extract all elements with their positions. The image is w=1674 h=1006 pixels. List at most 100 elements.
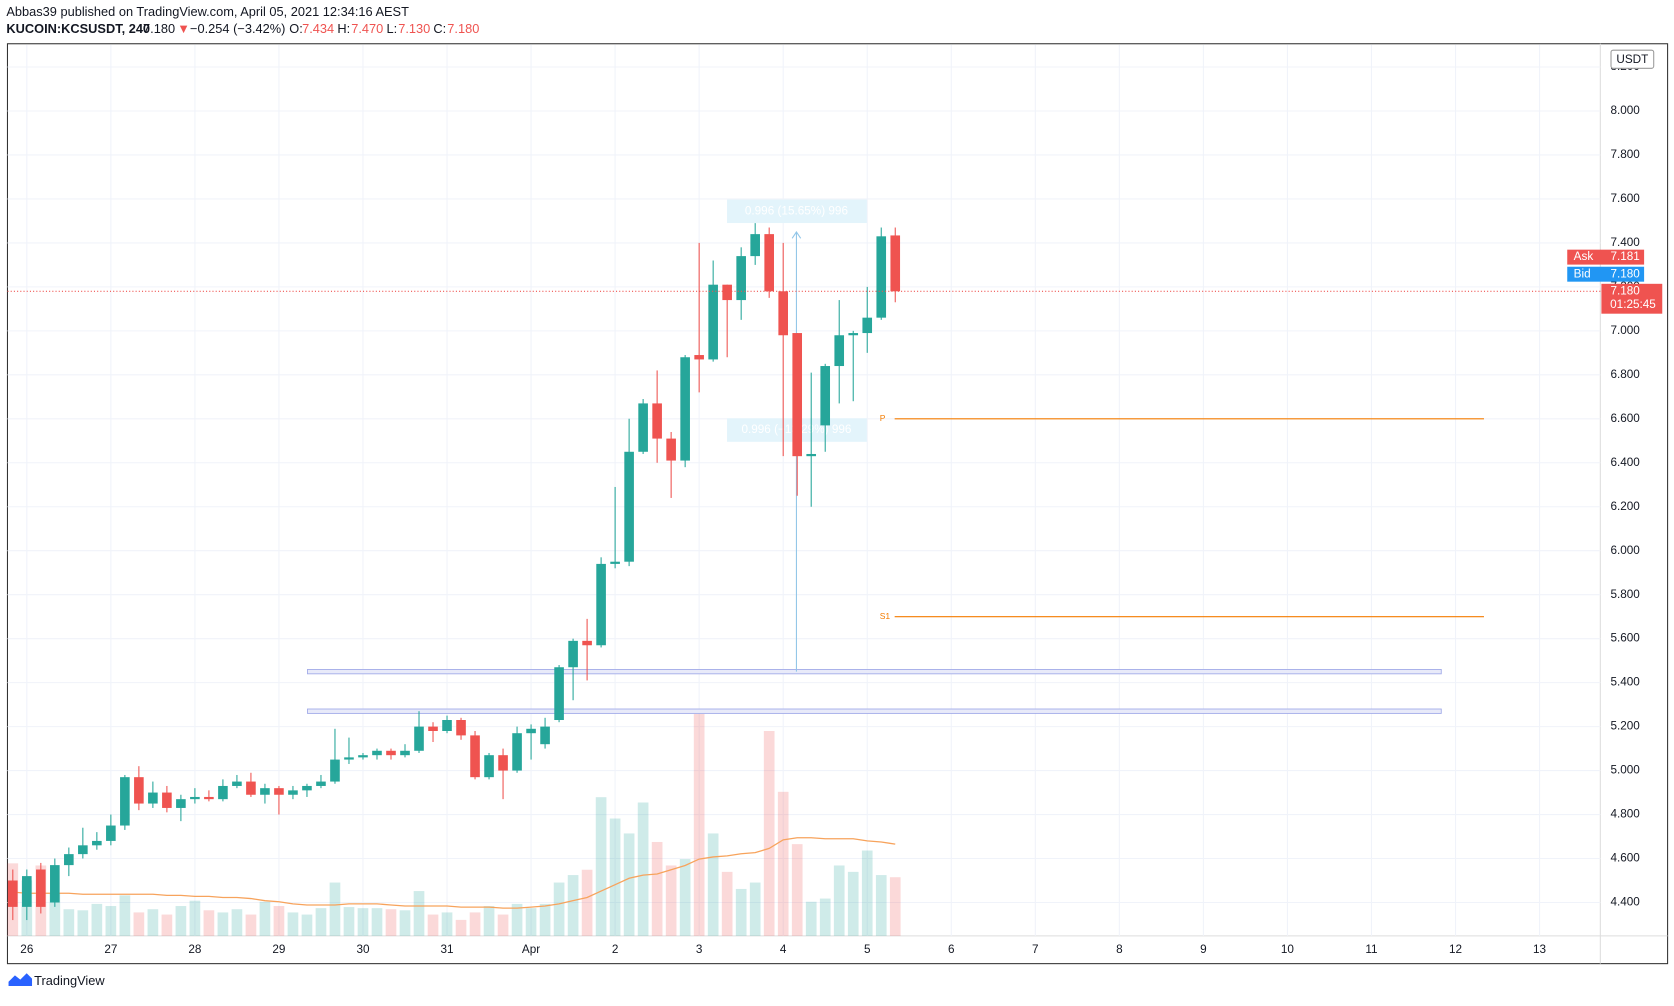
volume-bar: [91, 903, 103, 936]
volume-bar: [315, 908, 327, 936]
l-label: L:: [386, 21, 397, 36]
volume-bar: [833, 865, 845, 936]
pane-frame: [6, 43, 1669, 965]
pivot-label: S1: [880, 611, 891, 621]
volume-bar: [427, 914, 439, 936]
candle-body: [862, 317, 873, 334]
y-tick-label: 6.200: [1610, 500, 1640, 513]
candle-body: [876, 236, 887, 318]
currency-box: [1610, 49, 1655, 69]
candle-body: [624, 451, 634, 562]
candle-body: [400, 750, 410, 756]
x-tick-label: 4: [780, 943, 787, 956]
x-tick-label: 3: [696, 943, 703, 956]
candle-body: [22, 876, 32, 907]
currency: USDT: [1616, 53, 1648, 66]
candle-body: [36, 869, 46, 907]
volume-bar: [245, 914, 257, 936]
candle-body: [792, 333, 803, 457]
candle-body: [204, 796, 214, 800]
volume-bar: [147, 909, 159, 936]
candle-body: [596, 563, 606, 646]
y-tick-label: 4.400: [1610, 896, 1640, 909]
volume-bar: [203, 910, 215, 936]
logo-icon: [8, 973, 33, 987]
measure-box-up: [727, 199, 867, 224]
volume-bar: [217, 912, 229, 936]
x-tick-label: 6: [948, 943, 955, 956]
volume-bar: [581, 869, 593, 936]
volume-bar: [287, 912, 299, 936]
y-tick-label: 6.600: [1610, 412, 1640, 425]
volume-bar: [819, 898, 831, 936]
ask-box: [1567, 249, 1645, 265]
x-tick-label: 10: [1281, 943, 1295, 956]
l-value: 7.130: [398, 21, 430, 36]
candle-body: [694, 355, 704, 360]
volume-bar: [441, 912, 453, 936]
volume-bar: [259, 901, 271, 936]
y-tick-label: 6.800: [1610, 368, 1640, 381]
volume-bar: [133, 912, 145, 936]
y-tick-label: 5.600: [1610, 632, 1640, 645]
volume-bar: [231, 909, 243, 936]
o-label: O:: [289, 21, 303, 36]
volume-bar: [735, 888, 747, 936]
candle-body: [344, 757, 354, 760]
volume-bar: [385, 909, 397, 936]
volume-bar: [637, 802, 649, 936]
ask-label: Ask: [1574, 250, 1594, 263]
candle-body: [848, 333, 859, 336]
change: −0.254 (−3.42%): [190, 21, 285, 36]
volume-bar: [609, 818, 621, 936]
y-tick-label: 4.600: [1610, 852, 1640, 865]
volume-bar: [497, 914, 509, 936]
x-tick-label: 7: [1032, 943, 1039, 956]
c-value: 7.180: [447, 21, 479, 36]
x-tick-label: 26: [20, 943, 34, 956]
volume-bar: [175, 906, 187, 936]
candle-body: [610, 561, 620, 564]
x-tick-label: 31: [440, 943, 453, 956]
volume-ma: [12, 837, 896, 909]
candle-body: [372, 750, 382, 756]
volume-bar: [805, 901, 817, 936]
candle-body: [316, 781, 326, 786]
candle-body: [260, 788, 270, 795]
candle-body: [92, 840, 102, 846]
ask-value: 7.181: [1610, 250, 1639, 263]
volume-bar: [49, 893, 61, 936]
volume-bar: [539, 903, 551, 936]
candle-body: [680, 357, 690, 461]
brand: TradingView: [34, 973, 105, 988]
x-tick-label: 11: [1365, 943, 1377, 956]
symbol: KUCOIN:KCSUSDT, 240: [6, 21, 150, 36]
candle-body: [162, 792, 172, 808]
candle-body: [414, 726, 424, 751]
candle-body: [498, 755, 508, 771]
candle-body: [442, 720, 452, 731]
volume-bar: [693, 713, 705, 936]
candle-body: [302, 785, 312, 791]
volume-bar: [567, 875, 579, 936]
volume-bar: [707, 833, 719, 936]
y-tick-label: 5.200: [1610, 720, 1640, 733]
volume-bar: [357, 908, 369, 936]
candle-body: [78, 845, 88, 855]
volume-bar: [413, 891, 425, 936]
volume-bar: [861, 850, 873, 936]
measure-arrow: [791, 230, 802, 239]
x-tick-label: 2: [612, 943, 619, 956]
candle-body: [708, 284, 718, 360]
volume-bar: [483, 906, 495, 936]
volume-bar: [749, 882, 761, 936]
c-label: C:: [433, 21, 446, 36]
brand-logo: TradingView: [8, 973, 105, 988]
candle-body: [8, 880, 18, 907]
candle-body: [176, 799, 186, 808]
y-tick-label: 7.800: [1610, 148, 1640, 161]
y-tick-label: 7.600: [1610, 192, 1640, 205]
y-tick-label: 7.400: [1610, 236, 1640, 249]
y-tick-label: 4.800: [1610, 808, 1640, 821]
volume-bar: [273, 906, 285, 936]
